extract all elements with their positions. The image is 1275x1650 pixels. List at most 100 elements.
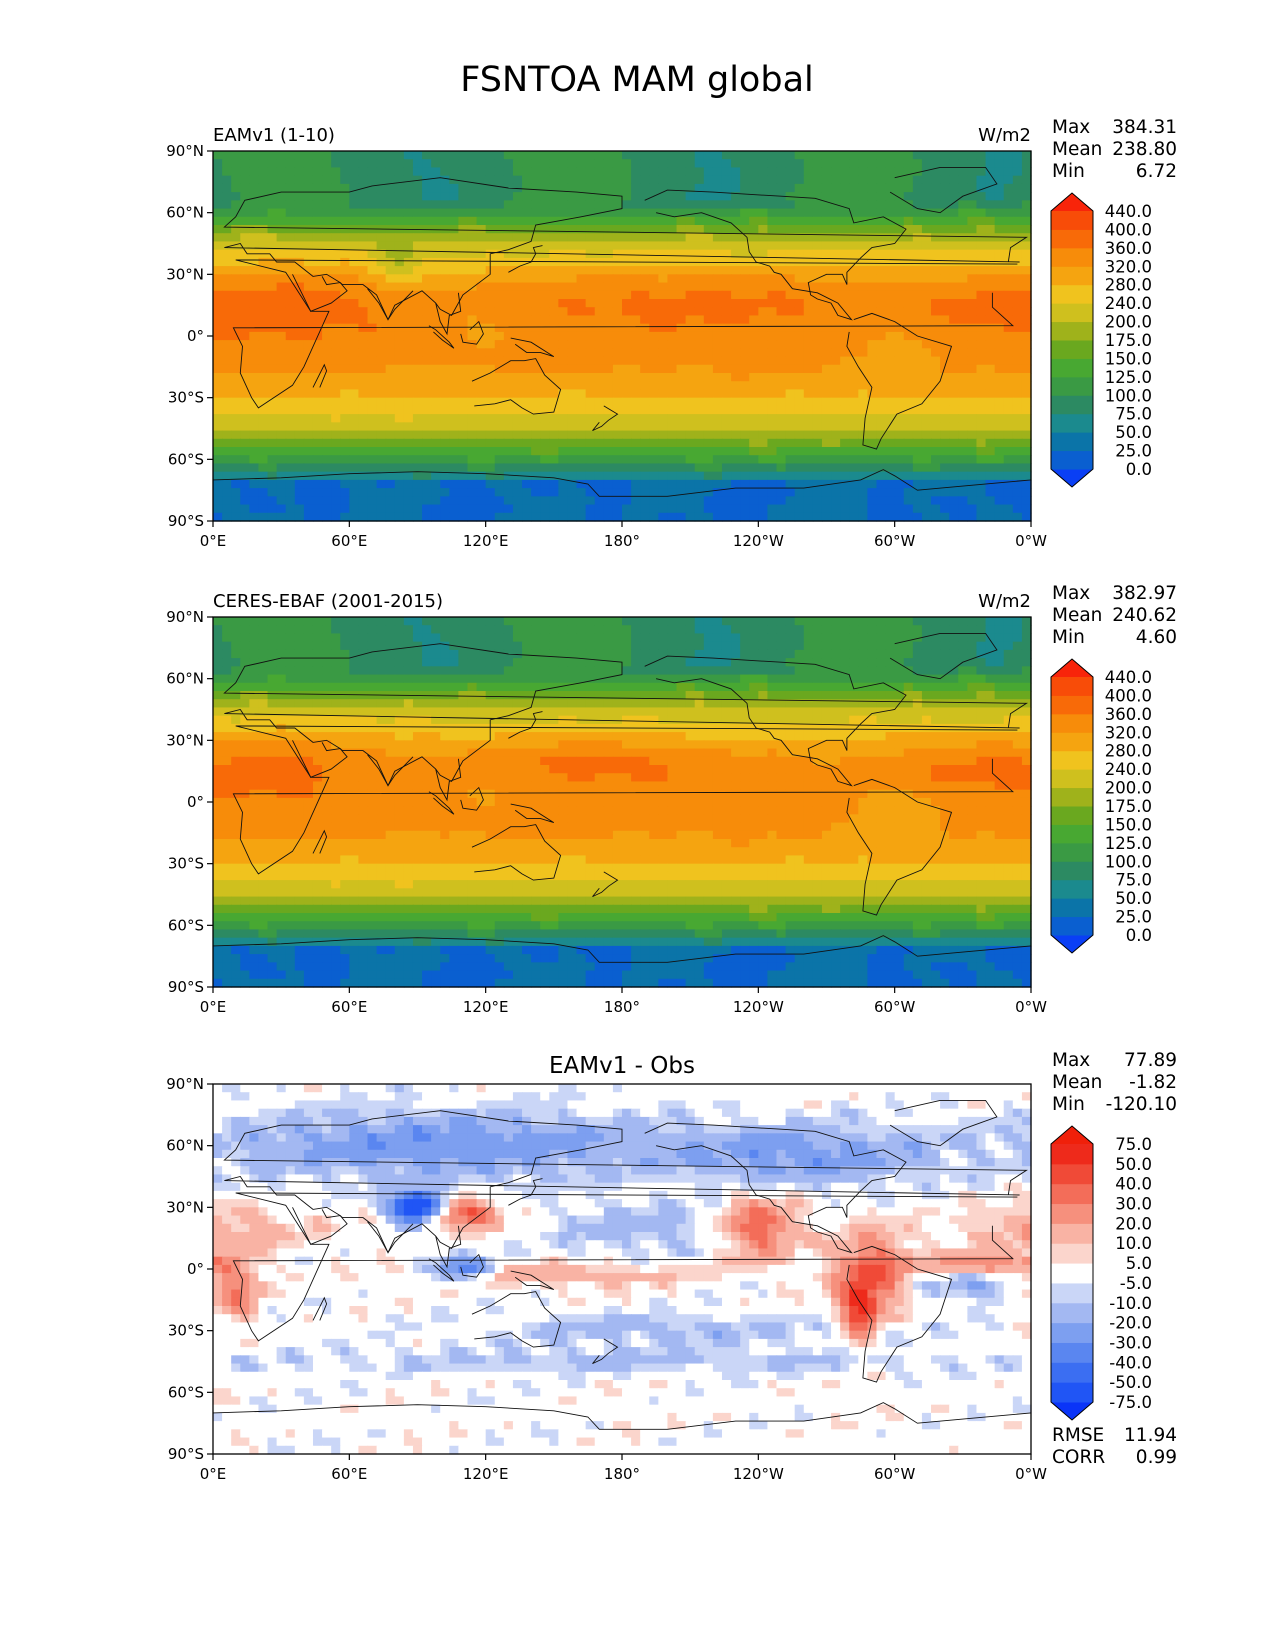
field-cell: [1021, 274, 1032, 284]
field-cell: [694, 625, 705, 635]
field-cell: [767, 315, 778, 325]
field-cell: [540, 649, 550, 659]
field-cell: [585, 340, 596, 349]
field-cell: [494, 479, 505, 489]
field-cell: [921, 504, 932, 514]
field-cell: [422, 405, 432, 415]
field-cell: [403, 405, 414, 415]
field-cell: [531, 200, 541, 210]
field-cell: [231, 625, 241, 635]
colorbar-outline: [1050, 192, 1094, 488]
field-cell: [749, 249, 759, 259]
field-cell: [1021, 649, 1032, 659]
field-cell: [494, 405, 505, 415]
field-cell: [449, 257, 459, 267]
field-cell: [821, 183, 832, 193]
field-cell: [885, 282, 896, 292]
field-cell: [540, 151, 550, 160]
field-cell: [403, 274, 414, 284]
field-cell: [749, 241, 759, 251]
field-cell: [312, 691, 323, 700]
field-cell: [694, 504, 705, 514]
field-cell: [331, 225, 341, 234]
field-cell: [1003, 422, 1014, 432]
field-cell: [994, 488, 1005, 497]
field-cell: [213, 397, 223, 407]
field-cell: [949, 225, 959, 234]
field-cell: [831, 641, 841, 651]
field-cell: [222, 200, 232, 210]
field-cell: [876, 430, 887, 440]
field-cell: [949, 175, 959, 185]
field-cell: [640, 348, 650, 358]
field-cell: [612, 455, 623, 465]
field-cell: [622, 175, 632, 185]
field-cell: [803, 649, 814, 659]
field-cell: [594, 241, 605, 251]
field-cell: [322, 504, 332, 514]
field-cell: [358, 691, 369, 700]
field-cell: [903, 430, 914, 440]
field-cell: [549, 183, 559, 193]
field-cell: [612, 405, 623, 415]
field-cell: [258, 682, 269, 692]
field-cell: [222, 216, 232, 226]
field-cell: [222, 463, 232, 473]
field-cell: [949, 241, 959, 251]
field-cell: [912, 315, 923, 325]
field-cell: [894, 455, 905, 465]
field-cell: [821, 373, 832, 382]
field-cell: [676, 249, 687, 259]
field-cell: [367, 183, 378, 193]
field-cell: [785, 208, 796, 218]
field-cell: [458, 340, 469, 349]
field-cell: [349, 307, 360, 317]
field-cell: [312, 299, 323, 308]
field-cell: [585, 479, 596, 489]
field-cell: [440, 348, 450, 358]
field-cell: [731, 633, 741, 643]
field-cell: [449, 356, 459, 366]
field-cell: [422, 373, 432, 382]
field-cell: [231, 658, 241, 667]
field-cell: [367, 364, 378, 374]
colorbar-label: 0.0: [1126, 460, 1152, 479]
field-cell: [585, 290, 596, 300]
field-cell: [258, 641, 269, 651]
field-cell: [258, 159, 269, 169]
field-cell: [676, 666, 687, 676]
field-cell: [512, 249, 523, 259]
field-cell: [222, 307, 232, 317]
field-cell: [512, 455, 523, 465]
field-cell: [394, 299, 405, 308]
field-cell: [558, 167, 569, 177]
field-cell: [512, 381, 523, 391]
field-cell: [258, 625, 269, 635]
field-cell: [885, 633, 896, 643]
field-cell: [903, 625, 914, 635]
field-cell: [912, 225, 923, 234]
field-cell: [831, 167, 841, 177]
field-cell: [812, 299, 823, 308]
field-cell: [867, 682, 878, 692]
panel-left-title: EAMv1 (1-10): [213, 125, 335, 146]
field-cell: [740, 208, 750, 218]
field-cell: [749, 649, 759, 659]
field-cell: [721, 348, 732, 358]
field-cell: [440, 299, 450, 308]
field-cell: [340, 381, 350, 391]
field-cell: [985, 307, 996, 317]
field-cell: [976, 397, 987, 407]
field-cell: [412, 625, 423, 635]
field-cell: [376, 617, 387, 626]
field-cell: [367, 625, 378, 635]
coastline-s-america: [846, 312, 953, 450]
field-cell: [485, 241, 496, 251]
coastline-madagascar: [312, 363, 328, 388]
field-cell: [685, 422, 696, 432]
field-cell: [485, 674, 496, 684]
field-cell: [522, 340, 532, 349]
field-cell: [849, 496, 859, 506]
field-cell: [840, 666, 850, 676]
field-cell: [622, 430, 632, 440]
